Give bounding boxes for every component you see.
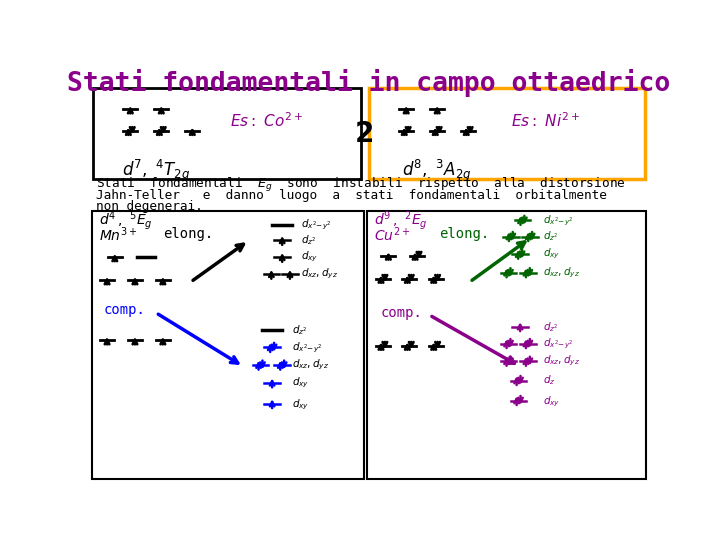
Text: comp.: comp.: [104, 302, 146, 316]
Text: $d^9\,,\ ^2E_g$: $d^9\,,\ ^2E_g$: [374, 209, 427, 232]
Text: elong.: elong.: [163, 227, 214, 241]
Text: $d_{xz},d_{yz}$: $d_{xz},d_{yz}$: [543, 266, 580, 280]
Text: $d_{xz},d_{yz}$: $d_{xz},d_{yz}$: [292, 358, 328, 372]
Bar: [93, 88, 361, 179]
Bar: [367, 211, 647, 479]
Text: 2: 2: [355, 120, 374, 148]
Text: elong.: elong.: [438, 227, 489, 241]
Text: $d_{z^2}$: $d_{z^2}$: [292, 323, 307, 338]
Text: comp.: comp.: [381, 306, 423, 320]
Text: $\mathit{Es:\ Co^{2+}}$: $\mathit{Es:\ Co^{2+}}$: [230, 111, 303, 130]
Text: $d_{x^2\!-\!y^2}$: $d_{x^2\!-\!y^2}$: [301, 218, 331, 232]
Text: $d_{xz},d_{yz}$: $d_{xz},d_{yz}$: [543, 354, 580, 368]
Text: $d_{x^2\!-\!y^2}$: $d_{x^2\!-\!y^2}$: [543, 213, 573, 227]
Text: $d_{x^2\!-\!y^2}$: $d_{x^2\!-\!y^2}$: [543, 336, 573, 351]
Text: $d_{z^2}$: $d_{z^2}$: [543, 320, 558, 334]
Text: $d^7,\ ^4T_{2g}$: $d^7,\ ^4T_{2g}$: [122, 158, 190, 184]
Text: Stati fondamentali in campo ottaedrico: Stati fondamentali in campo ottaedrico: [68, 69, 670, 97]
Text: $d^8,\ ^3A_{2g}$: $d^8,\ ^3A_{2g}$: [402, 158, 472, 184]
Text: $d_{x^2\!-\!y^2}$: $d_{x^2\!-\!y^2}$: [292, 340, 322, 355]
Text: $d_{xz},d_{yz}$: $d_{xz},d_{yz}$: [301, 267, 338, 281]
Text: $d_{z^2}$: $d_{z^2}$: [543, 230, 558, 244]
Text: $d_{z^2}$: $d_{z^2}$: [301, 233, 316, 247]
Text: $Mn^{3+}$: $Mn^{3+}$: [99, 225, 138, 244]
Bar: [369, 88, 645, 179]
Text: $d_{xy}$: $d_{xy}$: [543, 247, 560, 261]
Bar: [91, 211, 364, 479]
Text: $d_{xy}$: $d_{xy}$: [292, 398, 309, 413]
Text: $d^4\,,\ ^5E_g$: $d^4\,,\ ^5E_g$: [99, 209, 153, 232]
Text: $d_{z}$: $d_{z}$: [543, 374, 555, 387]
Text: Jahn-Teller   e  danno  luogo  a  stati  fondamentali  orbitalmente: Jahn-Teller e danno luogo a stati fondam…: [96, 189, 607, 202]
Text: $\mathit{Es:\ Ni^{2+}}$: $\mathit{Es:\ Ni^{2+}}$: [511, 111, 580, 130]
Text: $d_{xy}$: $d_{xy}$: [301, 250, 318, 265]
Text: $Cu^{2+}$: $Cu^{2+}$: [374, 225, 410, 244]
Text: $d_{xy}$: $d_{xy}$: [292, 376, 309, 390]
Text: non degenerai.: non degenerai.: [96, 200, 203, 213]
Text: Stati  fondamentali  $E_g$  sono  instabili  rispetto  alla  distorsione: Stati fondamentali $E_g$ sono instabili …: [96, 176, 626, 194]
Text: $d_{xy}$: $d_{xy}$: [543, 395, 560, 409]
